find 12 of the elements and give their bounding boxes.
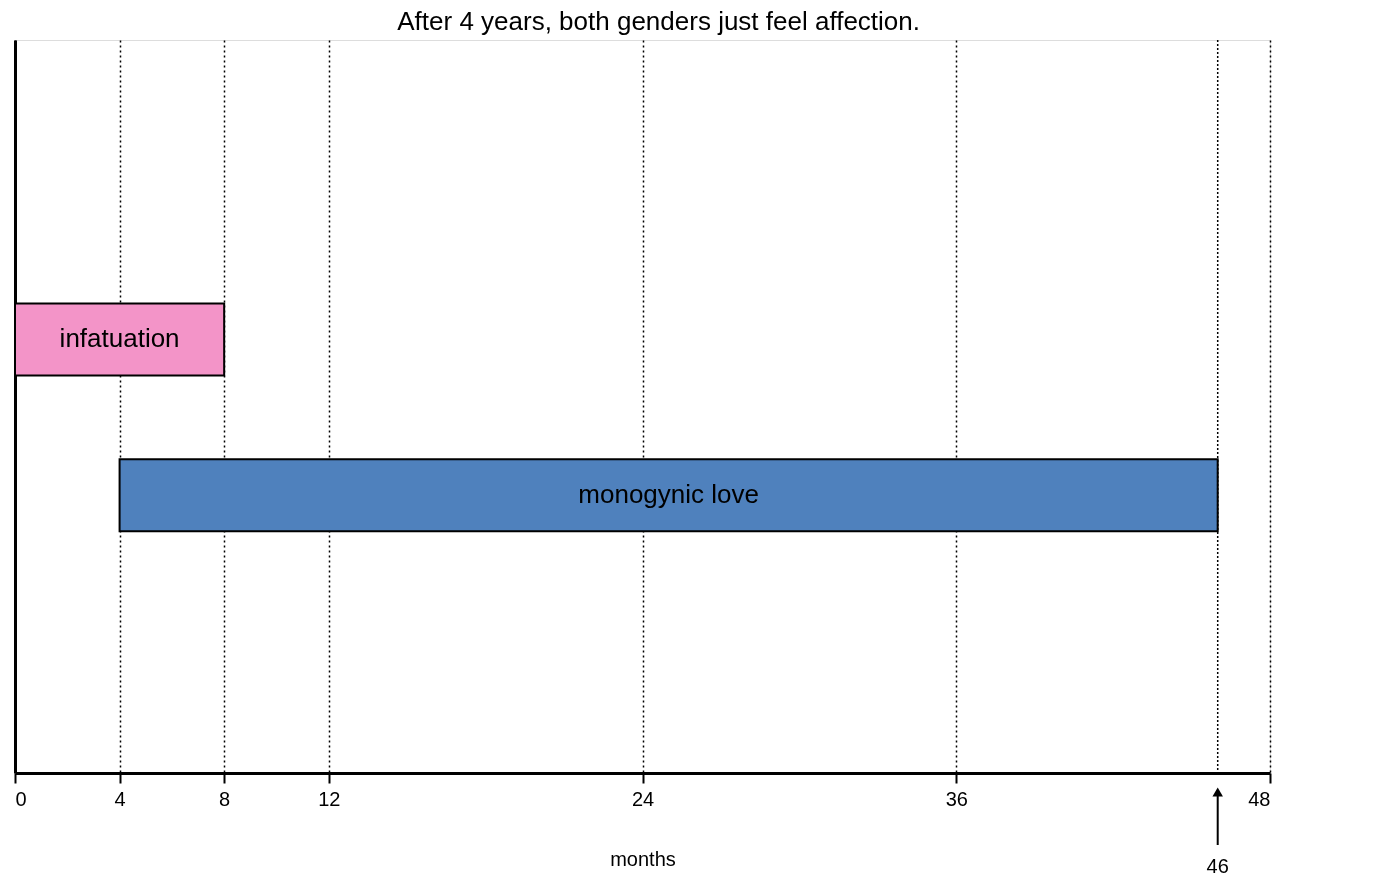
x-axis-title: months xyxy=(610,847,676,870)
ref-line-label: 46 xyxy=(1206,855,1229,877)
x-tick-label: 0 xyxy=(15,787,27,810)
x-tick-label: 36 xyxy=(945,787,968,810)
x-tick-label: 4 xyxy=(114,787,126,810)
y-tick-label: infatuation xyxy=(59,323,180,354)
text: After 4 years, both genders just feel affection. xyxy=(397,6,920,36)
x-tick-label: 8 xyxy=(219,787,231,810)
x-tick-label: 24 xyxy=(631,787,655,810)
x-tick-label: 12 xyxy=(318,787,341,810)
x-tick-label: 48 xyxy=(1248,787,1271,810)
y-tick-label: monogynic love xyxy=(578,479,759,510)
